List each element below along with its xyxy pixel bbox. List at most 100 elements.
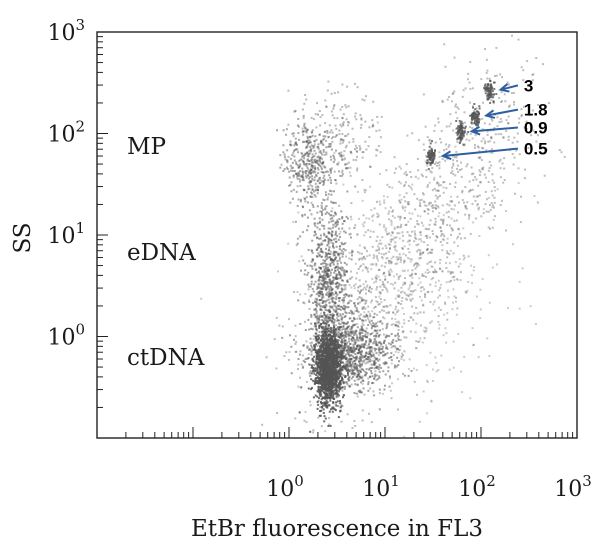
scatter-point [471,105,474,108]
scatter-point [342,357,345,360]
scatter-point [499,73,502,76]
scatter-point [335,310,338,313]
scatter-point [316,364,319,367]
scatter-point [331,259,334,261]
scatter-point [358,347,361,350]
scatter-point [319,380,322,383]
scatter-point [359,364,362,367]
scatter-point [371,215,374,218]
scatter-point [359,371,362,374]
scatter-point [323,349,326,351]
scatter-point [348,121,350,124]
scatter-point [531,73,534,76]
scatter-point [383,339,386,342]
scatter-point [471,127,474,129]
scatter-point [323,234,326,237]
scatter-point [343,273,346,276]
scatter-point [317,352,319,355]
scatter-point [303,419,306,422]
scatter-point [365,299,368,302]
scatter-point [352,373,355,376]
scatter-point [329,346,332,349]
scatter-point [373,377,376,380]
scatter-point [316,179,319,182]
scatter-point [351,310,354,313]
scatter-point [327,275,330,278]
scatter-point [481,146,484,149]
scatter-point [402,354,405,357]
scatter-point [401,247,404,250]
scatter-point [378,247,381,250]
scatter-point [356,190,359,193]
scatter-point [349,330,352,333]
scatter-point [318,382,321,385]
scatter-point [330,250,332,253]
scatter-point [336,317,338,320]
scatter-point [336,374,339,377]
scatter-point [285,166,288,169]
scatter-point [332,214,335,217]
scatter-point [306,345,309,348]
scatter-point [320,248,323,251]
scatter-point [505,129,508,132]
scatter-point [318,338,321,341]
scatter-point [301,215,304,218]
scatter-point [458,201,460,204]
scatter-point [428,251,431,254]
scatter-point [289,164,292,167]
scatter-point [329,285,332,288]
scatter-point [324,265,327,268]
scatter-point [314,316,317,319]
scatter-point [323,366,326,369]
scatter-point [303,124,306,127]
scatter-point [361,363,364,365]
scatter-point [381,247,384,250]
scatter-point [345,215,348,218]
scatter-point [387,233,390,236]
scatter-point [414,331,417,334]
scatter-point [335,298,338,301]
scatter-point [371,366,374,369]
scatter-point [506,81,509,84]
scatter-point [319,220,322,223]
scatter-point [344,163,347,166]
scatter-point [320,202,323,205]
scatter-point [438,294,441,297]
scatter-point [330,92,333,95]
scatter-point [353,347,356,350]
scatter-point [333,371,336,374]
scatter-point [329,227,332,230]
scatter-point [358,336,361,339]
scatter-point [333,408,336,411]
scatter-point [343,321,346,324]
scatter-point [326,198,329,201]
scatter-point [313,176,316,179]
scatter-point [312,431,315,434]
scatter-point [366,314,368,317]
scatter-point [296,237,299,240]
scatter-point [383,310,385,312]
scatter-point [482,101,484,104]
scatter-point [338,319,341,322]
scatter-point [319,316,322,318]
scatter-point [297,299,300,302]
scatter-point [387,312,390,315]
scatter-point [317,252,320,255]
scatter-point [411,283,414,285]
scatter-point [309,295,312,298]
scatter-point [333,339,335,342]
scatter-point [389,274,392,277]
scatter-point [323,137,326,140]
scatter-point [494,75,496,77]
scatter-point [358,296,361,299]
scatter-point [340,386,343,389]
scatter-point [374,296,377,299]
scatter-point [428,228,430,231]
scatter-point [378,388,381,391]
scatter-point [323,312,326,315]
scatter-point [334,342,337,345]
scatter-point [349,309,352,312]
scatter-point [316,226,319,229]
scatter-point [340,268,343,271]
scatter-point [445,125,448,128]
